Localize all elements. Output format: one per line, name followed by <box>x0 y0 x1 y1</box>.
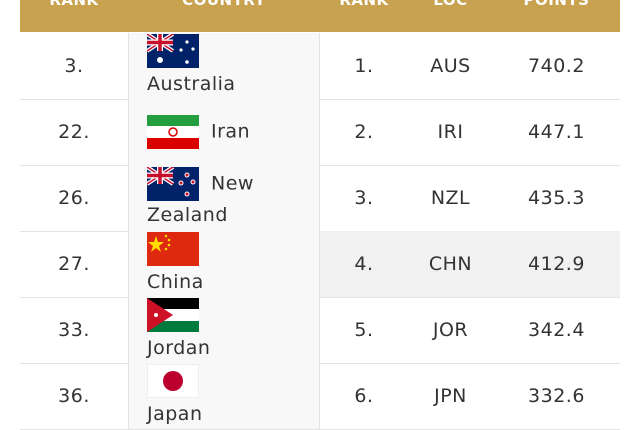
table-cell: 27. <box>58 253 90 275</box>
table-cell: 3. <box>64 55 84 77</box>
table-cell: AUS <box>430 55 471 77</box>
header-cell: LOC <box>433 0 468 9</box>
table-cell: NZL <box>430 187 471 209</box>
table-row: 33. Jordan 5. JOR 342.4 <box>20 297 620 364</box>
table-row: 3. Australia 1. AUS 740.2 <box>20 33 620 100</box>
country-label: Iran <box>211 120 251 143</box>
header-cell: RANK <box>49 0 99 9</box>
table-cell: 6. <box>354 385 374 407</box>
country-label: Australia <box>147 73 236 95</box>
flag-icon <box>145 165 199 201</box>
flag-icon <box>147 34 199 68</box>
flag-icon <box>147 364 199 398</box>
table-cell: 332.6 <box>528 385 585 407</box>
table-row: 26. New Zealand 3. NZL 435.3 <box>20 165 620 232</box>
table-cell: 5. <box>354 319 374 341</box>
table-cell: Japan <box>128 363 320 429</box>
country-label: New Zealand <box>147 172 254 227</box>
table-cell: CHN <box>408 231 493 297</box>
table-cell: Australia <box>128 33 320 99</box>
header-cell: POINTS <box>523 0 590 9</box>
table-cell: New Zealand <box>128 165 320 231</box>
table-cell: 22. <box>58 121 90 143</box>
country-name: New Zealand <box>145 165 277 229</box>
table-cell: 4. <box>320 231 408 297</box>
table-cell: Jordan <box>128 297 320 363</box>
table-cell: 2. <box>354 121 374 143</box>
table-cell: 3. <box>354 187 374 209</box>
country-label: Japan <box>147 403 203 425</box>
table-cell: 36. <box>58 385 90 407</box>
country-label: Jordan <box>147 337 211 359</box>
table-cell: 342.4 <box>528 319 585 341</box>
header-cell: COUNTRY <box>182 0 266 9</box>
table-cell: JPN <box>434 385 467 407</box>
table-cell: 1. <box>354 55 374 77</box>
country-name: Japan <box>147 364 277 428</box>
table-row: 27. China 4. CHN 412.9 <box>20 231 620 298</box>
table-row: 36. Japan 6. JPN 332.6 <box>20 363 620 430</box>
table-row: 22. Iran 2. IRI 447.1 <box>20 99 620 166</box>
flag-icon <box>147 298 199 332</box>
table-cell: JOR <box>432 319 469 341</box>
table-cell: 435.3 <box>528 187 585 209</box>
table-cell: 33. <box>58 319 90 341</box>
table-cell: Iran <box>128 99 320 165</box>
country-name: China <box>147 232 277 296</box>
flag-icon <box>147 115 199 149</box>
country-name: Iran <box>147 115 277 149</box>
country-name: Jordan <box>147 298 277 362</box>
table-header: RANK COUNTRY RANK LOC POINTS <box>20 0 620 32</box>
table-cell: 26. <box>58 187 90 209</box>
table-cell: IRI <box>437 121 464 143</box>
table-cell: China <box>128 231 320 297</box>
flag-icon <box>147 232 199 266</box>
header-cell: RANK <box>339 0 389 9</box>
table-cell: 447.1 <box>528 121 585 143</box>
table-cell: 740.2 <box>528 55 585 77</box>
table-cell: 412.9 <box>493 231 620 297</box>
country-label: China <box>147 271 204 293</box>
country-name: Australia <box>147 34 277 98</box>
